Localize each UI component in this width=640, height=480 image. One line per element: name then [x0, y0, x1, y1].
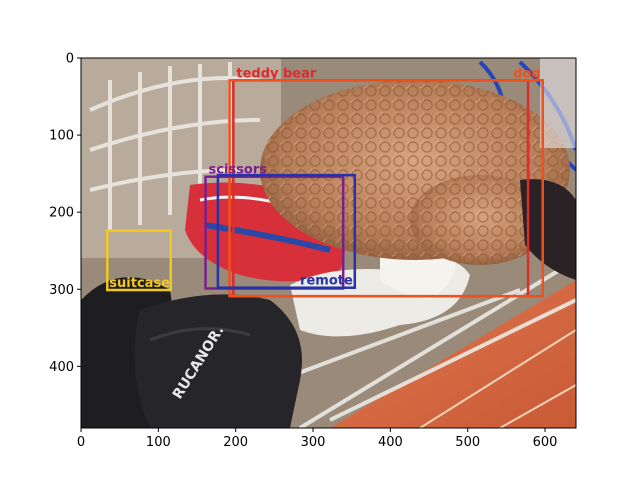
- x-tick-label: 300: [301, 435, 326, 450]
- x-tick-label: 500: [455, 435, 480, 450]
- bbox-dog: [228, 79, 544, 298]
- bbox-suitcase: [106, 229, 172, 292]
- x-tick-label: 200: [223, 435, 248, 450]
- bbox-label-teddy-bear: teddy bear: [236, 66, 317, 81]
- bbox-remote: [216, 173, 357, 289]
- y-tick-label: 400: [49, 360, 74, 375]
- bbox-label-dog: dog: [513, 66, 541, 81]
- x-tick-label: 600: [533, 435, 558, 450]
- axes-frame: [80, 57, 577, 429]
- bbox-label-suitcase: suitcase: [109, 276, 170, 291]
- axis-ticks: 0 100 200 300 400 500 600 0 100 200 300 400: [49, 52, 557, 451]
- y-tick-label: 100: [49, 129, 74, 144]
- x-tick-label: 0: [77, 435, 85, 450]
- y-tick-label: 0: [66, 52, 74, 67]
- rack-wires: [89, 62, 576, 428]
- x-tick-label: 100: [146, 435, 171, 450]
- y-tick-label: 300: [49, 283, 74, 298]
- photo: RUCANOR.: [81, 58, 576, 428]
- y-tick-label: 200: [49, 206, 74, 221]
- bbox-label-remote: remote: [300, 274, 353, 289]
- x-tick-label: 400: [378, 435, 403, 450]
